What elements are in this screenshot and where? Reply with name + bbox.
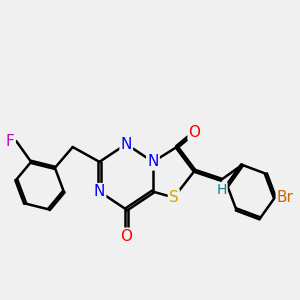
Text: H: H: [216, 183, 226, 197]
Text: N: N: [121, 136, 132, 152]
Text: O: O: [189, 125, 201, 140]
Text: Br: Br: [277, 190, 294, 205]
Text: N: N: [147, 154, 159, 169]
Text: S: S: [169, 190, 179, 205]
Text: N: N: [94, 184, 105, 199]
Text: O: O: [120, 229, 132, 244]
Text: F: F: [6, 134, 15, 148]
